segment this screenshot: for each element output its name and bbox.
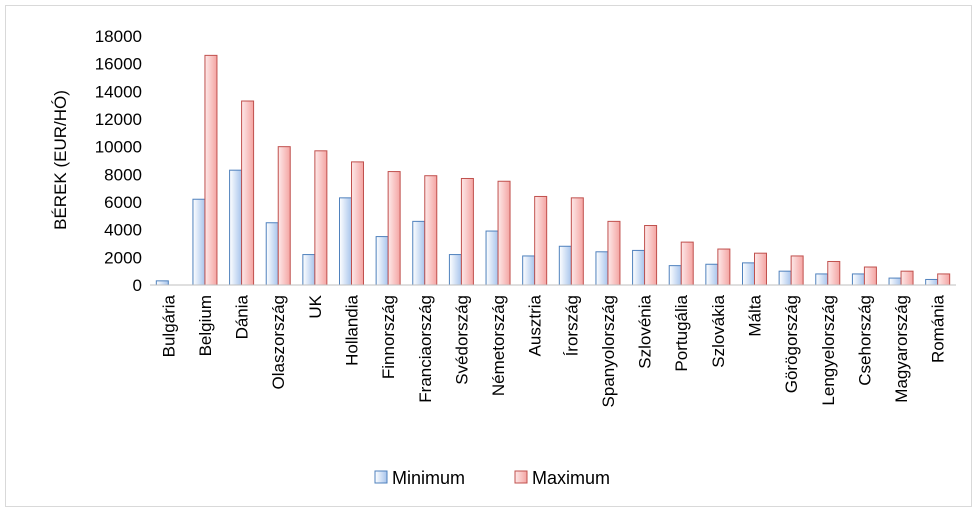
bar-minimum-nemetorszag	[485, 230, 499, 286]
bar-maximum-szlovakia	[717, 248, 731, 286]
bar-maximum-svedorszag	[460, 177, 474, 286]
legend-swatch-maximum	[514, 470, 528, 484]
x-tick-label-portugalia: Portugália	[672, 294, 691, 371]
y-axis-title: BÉREK (EUR/HÓ)	[51, 90, 70, 230]
y-tick-label: 12000	[95, 110, 142, 129]
bar-minimum-malta	[742, 262, 755, 286]
bar-maximum-csehorszag	[863, 266, 877, 286]
bar-maximum-gorogorszag	[790, 255, 804, 286]
x-tick-label-finnorszag: Finnország	[379, 295, 398, 379]
x-tick-label-szlovenia: Szlovénia	[636, 294, 655, 368]
y-tick-label: 14000	[95, 82, 142, 101]
x-tick-label-ausztria: Ausztria	[526, 294, 545, 356]
bar-minimum-szlovakia	[705, 263, 719, 286]
bar-maximum-irorszag	[570, 197, 584, 286]
bar-minimum-magyarorszag	[888, 277, 902, 286]
y-tick-label: 18000	[95, 27, 142, 46]
bar-maximum-franciaorszag	[424, 175, 438, 286]
x-tick-label-irorszag: Írország	[562, 295, 581, 356]
bar-minimum-gorogorszag	[778, 270, 792, 286]
bar-minimum-csehorszag	[851, 273, 865, 286]
bar-maximum-olaszorszag	[277, 146, 291, 286]
bar-minimum-belgium	[192, 198, 206, 286]
x-tick-label-csehorszag: Csehország	[855, 295, 874, 386]
x-tick-label-malta: Málta	[746, 294, 765, 336]
bar-minimum-franciaorszag	[412, 220, 426, 286]
bar-maximum-malta	[754, 252, 767, 286]
y-axis-ticks: 0 2000 4000 6000 8000 10000 12000 14000 16000 180…	[95, 27, 142, 295]
bar-maximum-szlovenia	[644, 225, 658, 286]
bar-minimum-portugalia	[668, 265, 682, 286]
y-tick-label: 0	[133, 276, 142, 295]
x-tick-label-szlovakia: Szlovákia	[709, 294, 728, 367]
bar-minimum-finnorszag	[375, 236, 389, 286]
bar-maximum-nemetorszag	[497, 180, 511, 286]
bar-maximum-finnorszag	[387, 171, 401, 286]
y-tick-label: 10000	[95, 138, 142, 157]
bars	[155, 54, 951, 286]
bar-minimum-spanyolorszag	[595, 251, 609, 286]
bar-maximum-ausztria	[534, 195, 548, 286]
bar-minimum-hollandia	[339, 197, 352, 286]
x-tick-label-olaszorszag: Olaszország	[269, 295, 288, 389]
bar-minimum-lengyelorszag	[815, 273, 829, 286]
x-tick-label-uk: UK	[306, 294, 325, 318]
x-tick-label-romania: Románia	[929, 294, 948, 363]
bar-maximum-romania	[937, 273, 951, 286]
x-tick-label-hollandia: Hollandia	[343, 294, 362, 365]
bar-maximum-hollandia	[351, 161, 364, 286]
legend-label-maximum: Maximum	[532, 468, 610, 488]
bar-minimum-bulgaria	[155, 280, 169, 286]
bar-minimum-uk	[302, 254, 316, 286]
x-tick-label-franciaorszag: Franciaország	[416, 295, 435, 403]
bar-maximum-magyarorszag	[900, 270, 914, 286]
legend-swatch-minimum	[374, 470, 388, 484]
y-tick-label: 16000	[95, 55, 142, 74]
y-tick-label: 2000	[104, 248, 142, 267]
bar-minimum-szlovenia	[632, 249, 646, 286]
x-tick-label-lengyelorszag: Lengyelország	[819, 295, 838, 406]
legend-label-minimum: Minimum	[392, 468, 465, 488]
x-tick-label-bulgaria: Bulgária	[159, 294, 178, 357]
bar-maximum-uk	[314, 150, 328, 286]
x-axis-labels: Bulgária Belgium Dánia Olaszország UK Holland…	[159, 294, 947, 407]
x-tick-label-magyarorszag: Magyarország	[892, 295, 911, 403]
bar-maximum-dania	[241, 100, 255, 286]
bar-minimum-romania	[925, 278, 939, 286]
x-tick-label-svedorszag: Svédország	[452, 295, 471, 385]
y-tick-label: 4000	[104, 221, 142, 240]
y-tick-label: 8000	[104, 165, 142, 184]
x-tick-label-belgium: Belgium	[196, 295, 215, 356]
bar-maximum-spanyolorszag	[607, 220, 621, 286]
bar-minimum-ausztria	[522, 255, 536, 286]
bar-maximum-belgium	[204, 54, 218, 286]
legend: Minimum Maximum	[374, 468, 610, 488]
bar-minimum-olaszorszag	[265, 222, 279, 286]
bar-maximum-lengyelorszag	[827, 260, 841, 286]
x-tick-label-gorogorszag: Görögország	[782, 295, 801, 393]
x-tick-label-dania: Dánia	[233, 294, 252, 339]
x-tick-label-nemetorszag: Németország	[489, 295, 508, 396]
y-tick-label: 6000	[104, 193, 142, 212]
x-tick-label-spanyolorszag: Spanyolország	[599, 295, 618, 407]
bar-minimum-irorszag	[558, 245, 572, 286]
bar-minimum-dania	[229, 169, 243, 286]
bar-minimum-svedorszag	[448, 254, 462, 286]
bar-maximum-portugalia	[680, 241, 694, 286]
